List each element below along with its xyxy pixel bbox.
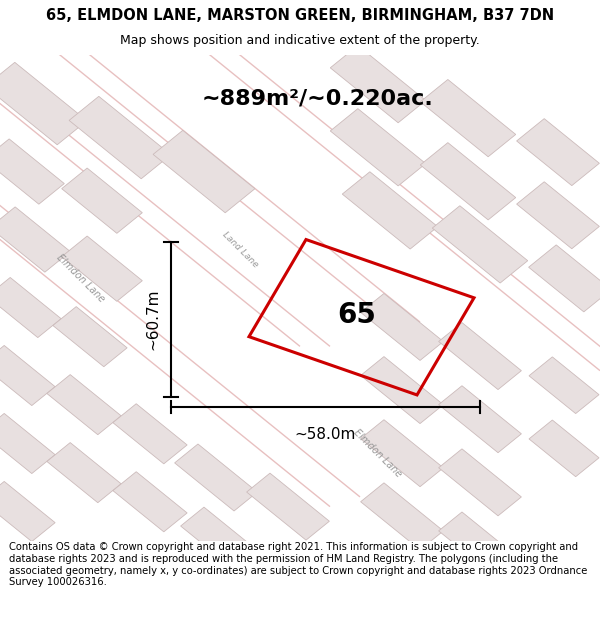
Polygon shape [420, 142, 516, 220]
Polygon shape [247, 473, 329, 540]
Polygon shape [0, 207, 70, 272]
Text: Contains OS data © Crown copyright and database right 2021. This information is : Contains OS data © Crown copyright and d… [9, 542, 587, 587]
Polygon shape [0, 278, 61, 338]
Text: ~60.7m: ~60.7m [146, 289, 161, 351]
Polygon shape [439, 322, 521, 389]
Polygon shape [0, 346, 55, 406]
Polygon shape [361, 357, 443, 424]
Polygon shape [432, 206, 528, 283]
Polygon shape [529, 420, 599, 477]
Polygon shape [439, 386, 521, 452]
Polygon shape [330, 109, 426, 186]
Polygon shape [517, 119, 599, 186]
Polygon shape [62, 236, 142, 301]
Polygon shape [0, 62, 87, 145]
Polygon shape [330, 46, 426, 123]
Text: ~889m²/~0.220ac.: ~889m²/~0.220ac. [202, 89, 434, 109]
Polygon shape [361, 483, 443, 550]
Polygon shape [0, 481, 55, 541]
Polygon shape [47, 442, 121, 503]
Polygon shape [175, 444, 257, 511]
Text: ~58.0m: ~58.0m [295, 426, 356, 441]
Polygon shape [529, 245, 600, 312]
Polygon shape [53, 307, 127, 367]
Polygon shape [113, 404, 187, 464]
Polygon shape [517, 182, 599, 249]
Polygon shape [342, 172, 438, 249]
Polygon shape [0, 414, 55, 474]
Text: Land Lane: Land Lane [220, 229, 260, 269]
Polygon shape [420, 79, 516, 157]
Polygon shape [113, 472, 187, 532]
Text: Elmdon Lane: Elmdon Lane [55, 253, 107, 304]
Text: Map shows position and indicative extent of the property.: Map shows position and indicative extent… [120, 34, 480, 47]
Polygon shape [0, 139, 64, 204]
Polygon shape [529, 357, 599, 414]
Polygon shape [69, 96, 171, 179]
Polygon shape [439, 449, 521, 516]
Polygon shape [181, 507, 263, 574]
Text: 65, ELMDON LANE, MARSTON GREEN, BIRMINGHAM, B37 7DN: 65, ELMDON LANE, MARSTON GREEN, BIRMINGH… [46, 8, 554, 23]
Text: Elmdon Lane: Elmdon Lane [352, 428, 404, 479]
Polygon shape [439, 512, 521, 579]
Polygon shape [47, 374, 121, 435]
Text: 65: 65 [338, 301, 376, 329]
Polygon shape [361, 420, 443, 487]
Polygon shape [62, 168, 142, 233]
Polygon shape [361, 294, 443, 361]
Polygon shape [153, 131, 255, 212]
